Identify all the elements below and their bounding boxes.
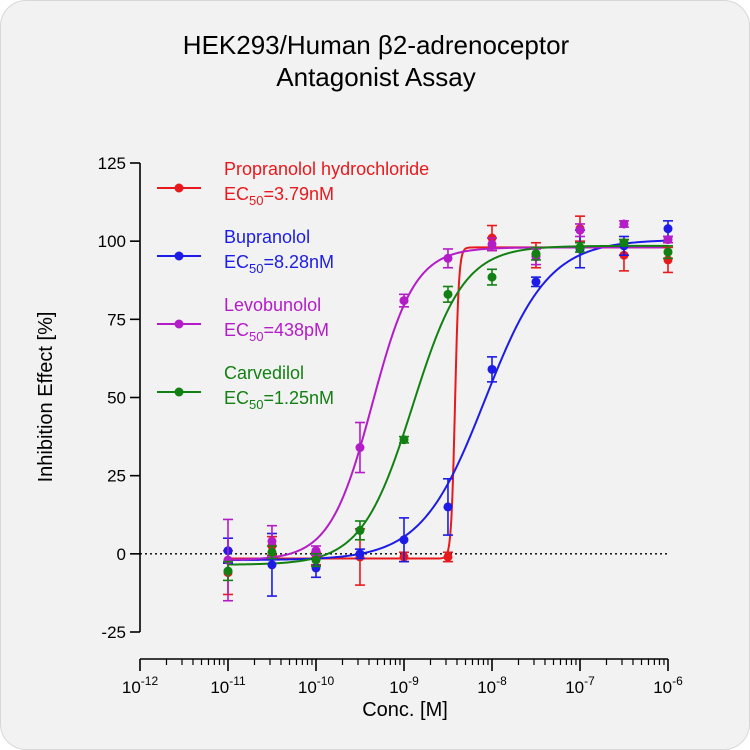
data-point — [399, 535, 409, 545]
legend-ec50: EC50=438pM — [224, 320, 329, 344]
data-point — [531, 277, 541, 287]
data-point — [223, 566, 233, 576]
data-point — [487, 272, 497, 282]
data-point — [663, 247, 673, 257]
axes: -25 0 25 50 75 100 125 10-12 10-11 10-10 10-9 10-8 1… — [98, 154, 683, 697]
data-point — [443, 502, 453, 512]
y-axis-title: Inhibition Effect [%] — [35, 312, 57, 483]
data-point — [311, 546, 321, 556]
data-point — [663, 224, 673, 234]
legend-series-name: Carvedilol — [224, 363, 304, 383]
legend-marker — [174, 319, 184, 329]
chart-title-line-1: HEK293/Human β2-adrenoceptor — [182, 30, 570, 60]
data-point — [575, 242, 585, 252]
y-tick-label: 100 — [98, 232, 126, 251]
data-point — [355, 549, 365, 559]
data-point — [267, 536, 277, 546]
data-point — [487, 239, 497, 249]
plot-area — [140, 215, 673, 602]
legend-series-name: Bupranolol — [224, 227, 310, 247]
chart-title-line-2: Antagonist Assay — [276, 62, 476, 92]
data-point — [487, 364, 497, 374]
data-point — [619, 219, 629, 229]
x-tick-label: 10-12 — [122, 674, 159, 697]
data-point — [267, 547, 277, 557]
chart-title: HEK293/Human β2-adrenoceptor Antagonist … — [1, 29, 749, 93]
data-point — [663, 235, 673, 245]
x-tick-label: 10-6 — [653, 674, 683, 697]
legend-ec50: EC50=8.28nM — [224, 252, 334, 276]
x-tick-label: 10-9 — [389, 674, 419, 697]
data-point — [267, 560, 277, 570]
y-tick-label: 25 — [107, 467, 126, 486]
legend-ec50: EC50=3.79nM — [224, 184, 334, 208]
legend: Propranolol hydrochloride EC50=3.79nM Bupr… — [157, 159, 429, 412]
legend-marker — [174, 387, 184, 397]
y-tick-label: -25 — [101, 623, 126, 642]
data-point — [355, 443, 365, 453]
y-tick-label: 125 — [98, 154, 126, 173]
data-point — [443, 253, 453, 263]
y-tick-label: 75 — [107, 310, 126, 329]
x-tick-label: 10-8 — [477, 674, 507, 697]
data-point — [399, 296, 409, 306]
data-point — [443, 289, 453, 299]
legend-marker — [174, 251, 184, 261]
legend-series-name: Levobunolol — [224, 295, 321, 315]
data-point — [531, 249, 541, 259]
fit-curve — [227, 244, 668, 566]
x-tick-label: 10-10 — [298, 674, 335, 697]
data-point — [575, 225, 585, 235]
y-tick-label: 0 — [117, 545, 126, 564]
legend-marker — [174, 183, 184, 193]
legend-ec50: EC50=1.25nM — [224, 388, 334, 412]
x-tick-label: 10-7 — [565, 674, 595, 697]
legend-series-name: Propranolol hydrochloride — [224, 159, 429, 179]
data-point — [443, 552, 453, 562]
data-point — [355, 525, 365, 535]
data-point — [311, 555, 321, 565]
y-tick-label: 50 — [107, 389, 126, 408]
x-tick-label: 10-11 — [210, 674, 246, 697]
data-point — [619, 238, 629, 248]
x-axis-title: Conc. [M] — [362, 699, 448, 721]
data-point — [399, 435, 409, 445]
